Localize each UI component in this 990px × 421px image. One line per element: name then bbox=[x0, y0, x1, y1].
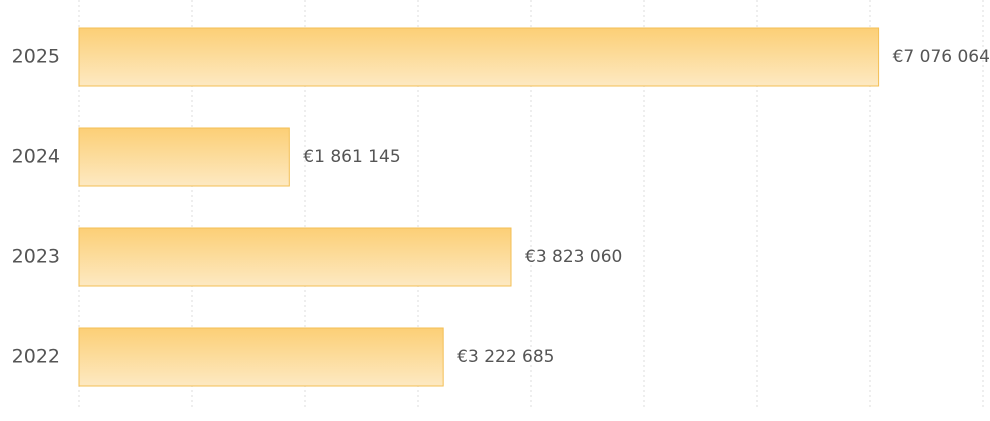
y-tick-label: 2025 bbox=[12, 46, 60, 68]
bar bbox=[78, 327, 444, 387]
y-tick-label: 2024 bbox=[12, 146, 60, 168]
value-label: €1 861 145 bbox=[303, 147, 400, 167]
y-tick-label: 2023 bbox=[12, 246, 60, 268]
value-label: €7 076 064 bbox=[893, 47, 990, 67]
value-label: €3 823 060 bbox=[525, 247, 622, 267]
bar bbox=[78, 127, 290, 187]
y-tick-label: 2022 bbox=[12, 346, 60, 368]
bar bbox=[78, 27, 880, 87]
value-label: €3 222 685 bbox=[457, 347, 554, 367]
bar bbox=[78, 227, 512, 287]
